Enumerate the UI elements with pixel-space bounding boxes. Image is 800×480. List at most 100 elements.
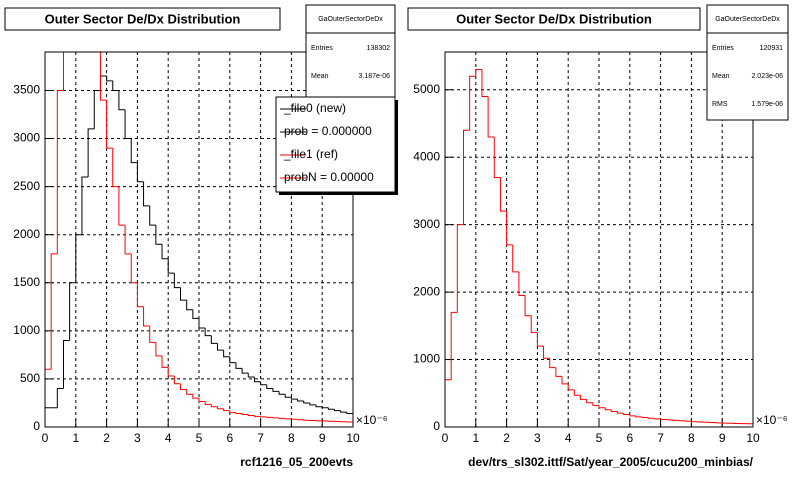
histogram-bin [610,409,618,412]
histogram-bin [173,376,181,385]
plot-frame [444,51,754,428]
stats-label: RMS [712,101,728,108]
histogram-bin [56,89,64,254]
plot-frame [44,51,354,428]
x-tick-label: 10 [746,431,760,445]
histogram-bin [573,389,581,396]
histogram-bin [481,69,489,98]
histogram-bin [210,335,218,344]
histogram-bin [555,367,563,377]
histogram-bin [290,397,298,400]
histogram-bin [592,402,599,406]
histogram-bin [130,138,138,164]
histogram-bin [284,394,292,398]
x-tick-label: 8 [288,431,295,445]
x-axis-label: rcf1216_05_200evts [240,455,353,469]
histogram-bin [518,271,526,296]
y-tick-label: 1500 [13,275,40,289]
legend-label: _file1 (ref) [283,147,338,161]
histogram-bin [315,404,323,408]
histogram-bin [309,402,317,406]
histogram-bin [93,89,101,129]
histogram-bin [124,225,132,255]
y-tick-label: 0 [33,419,40,433]
stats-value: 138302 [367,45,390,52]
histogram-bin [118,90,126,111]
histogram-bin [340,410,347,413]
histogram-bin [223,350,230,358]
x-tick-label: 8 [688,431,695,445]
histogram-bin [56,388,64,408]
histogram-bin [278,391,286,395]
histogram-bin [143,306,150,327]
histogram-bin [216,406,224,410]
x-tick-label: 6 [226,431,233,445]
x-tick-label: 2 [503,431,510,445]
histogram-bin [469,75,476,131]
chart-title: Outer Sector De/Dx Distribution [456,11,652,26]
histogram-bin [204,401,212,405]
histogram-bin [647,417,655,419]
histogram-bin [641,416,649,419]
histogram-bin [580,395,587,400]
histogram-bin [223,408,230,412]
histogram-bin [167,258,175,274]
histogram-bin [660,418,667,420]
x-tick-label: 4 [565,431,572,445]
histogram-bin [247,373,255,378]
histogram-bin [198,398,206,403]
series-group [445,69,753,427]
histogram-bin [186,300,193,311]
histogram-bin [499,177,507,212]
histogram-bin [346,412,353,415]
histogram-bin [561,376,569,385]
x-tick-label: 4 [165,431,172,445]
histogram-bin [327,407,335,410]
series-group [45,52,353,427]
stats-title: GaOuterSectorDeDx [715,16,780,23]
histogram-bin [229,410,236,414]
histogram-bin [149,326,156,343]
histogram-bin [272,388,280,392]
legend-label: probN = 0.00000 [284,170,374,184]
histogram-bin [450,311,458,380]
chart-title: Outer Sector De/Dx Distribution [45,11,241,26]
histogram-bin [253,377,261,383]
histogram-bin [69,282,76,341]
x-tick-label: 7 [257,431,264,445]
x-axis-label: dev/trs_sl302.ittf/Sat/year_2005/cucu200… [468,455,753,469]
histogram-bin [143,181,150,207]
histogram-bin [334,409,341,412]
histogram-bin [180,383,187,390]
stats-label: Entries [712,45,734,52]
histogram-bin [87,128,95,177]
x-multiplier: ×10⁻⁶ [356,413,388,427]
histogram-bin [62,52,64,91]
histogram-bin [493,136,501,178]
histogram-bin [112,80,119,91]
y-tick-label: 1000 [13,323,40,337]
histogram-bin [81,176,89,235]
histogram-bin [567,383,575,391]
histogram-bin [297,399,304,402]
histogram-bin [653,418,661,420]
x-tick-label: 2 [103,431,110,445]
x-tick-label: 3 [534,431,541,445]
histogram-bin [192,394,199,399]
histogram-bin [155,342,163,357]
title-box [407,7,701,31]
histogram-bin [210,404,218,408]
histogram-bin [112,148,119,188]
legend-label: prob = 0.000000 [284,124,372,138]
histogram-bin [604,407,612,411]
histogram-bin [616,411,624,414]
stats-value: 3.187e-06 [358,73,390,80]
stats-label: Mean [712,73,730,80]
y-tick-label: 3000 [413,217,440,231]
histogram-bin [586,399,593,404]
y-tick-label: 2000 [413,284,440,298]
histogram-bin [303,401,310,404]
y-tick-label: 0 [433,419,440,433]
x-tick-label: 9 [319,431,326,445]
